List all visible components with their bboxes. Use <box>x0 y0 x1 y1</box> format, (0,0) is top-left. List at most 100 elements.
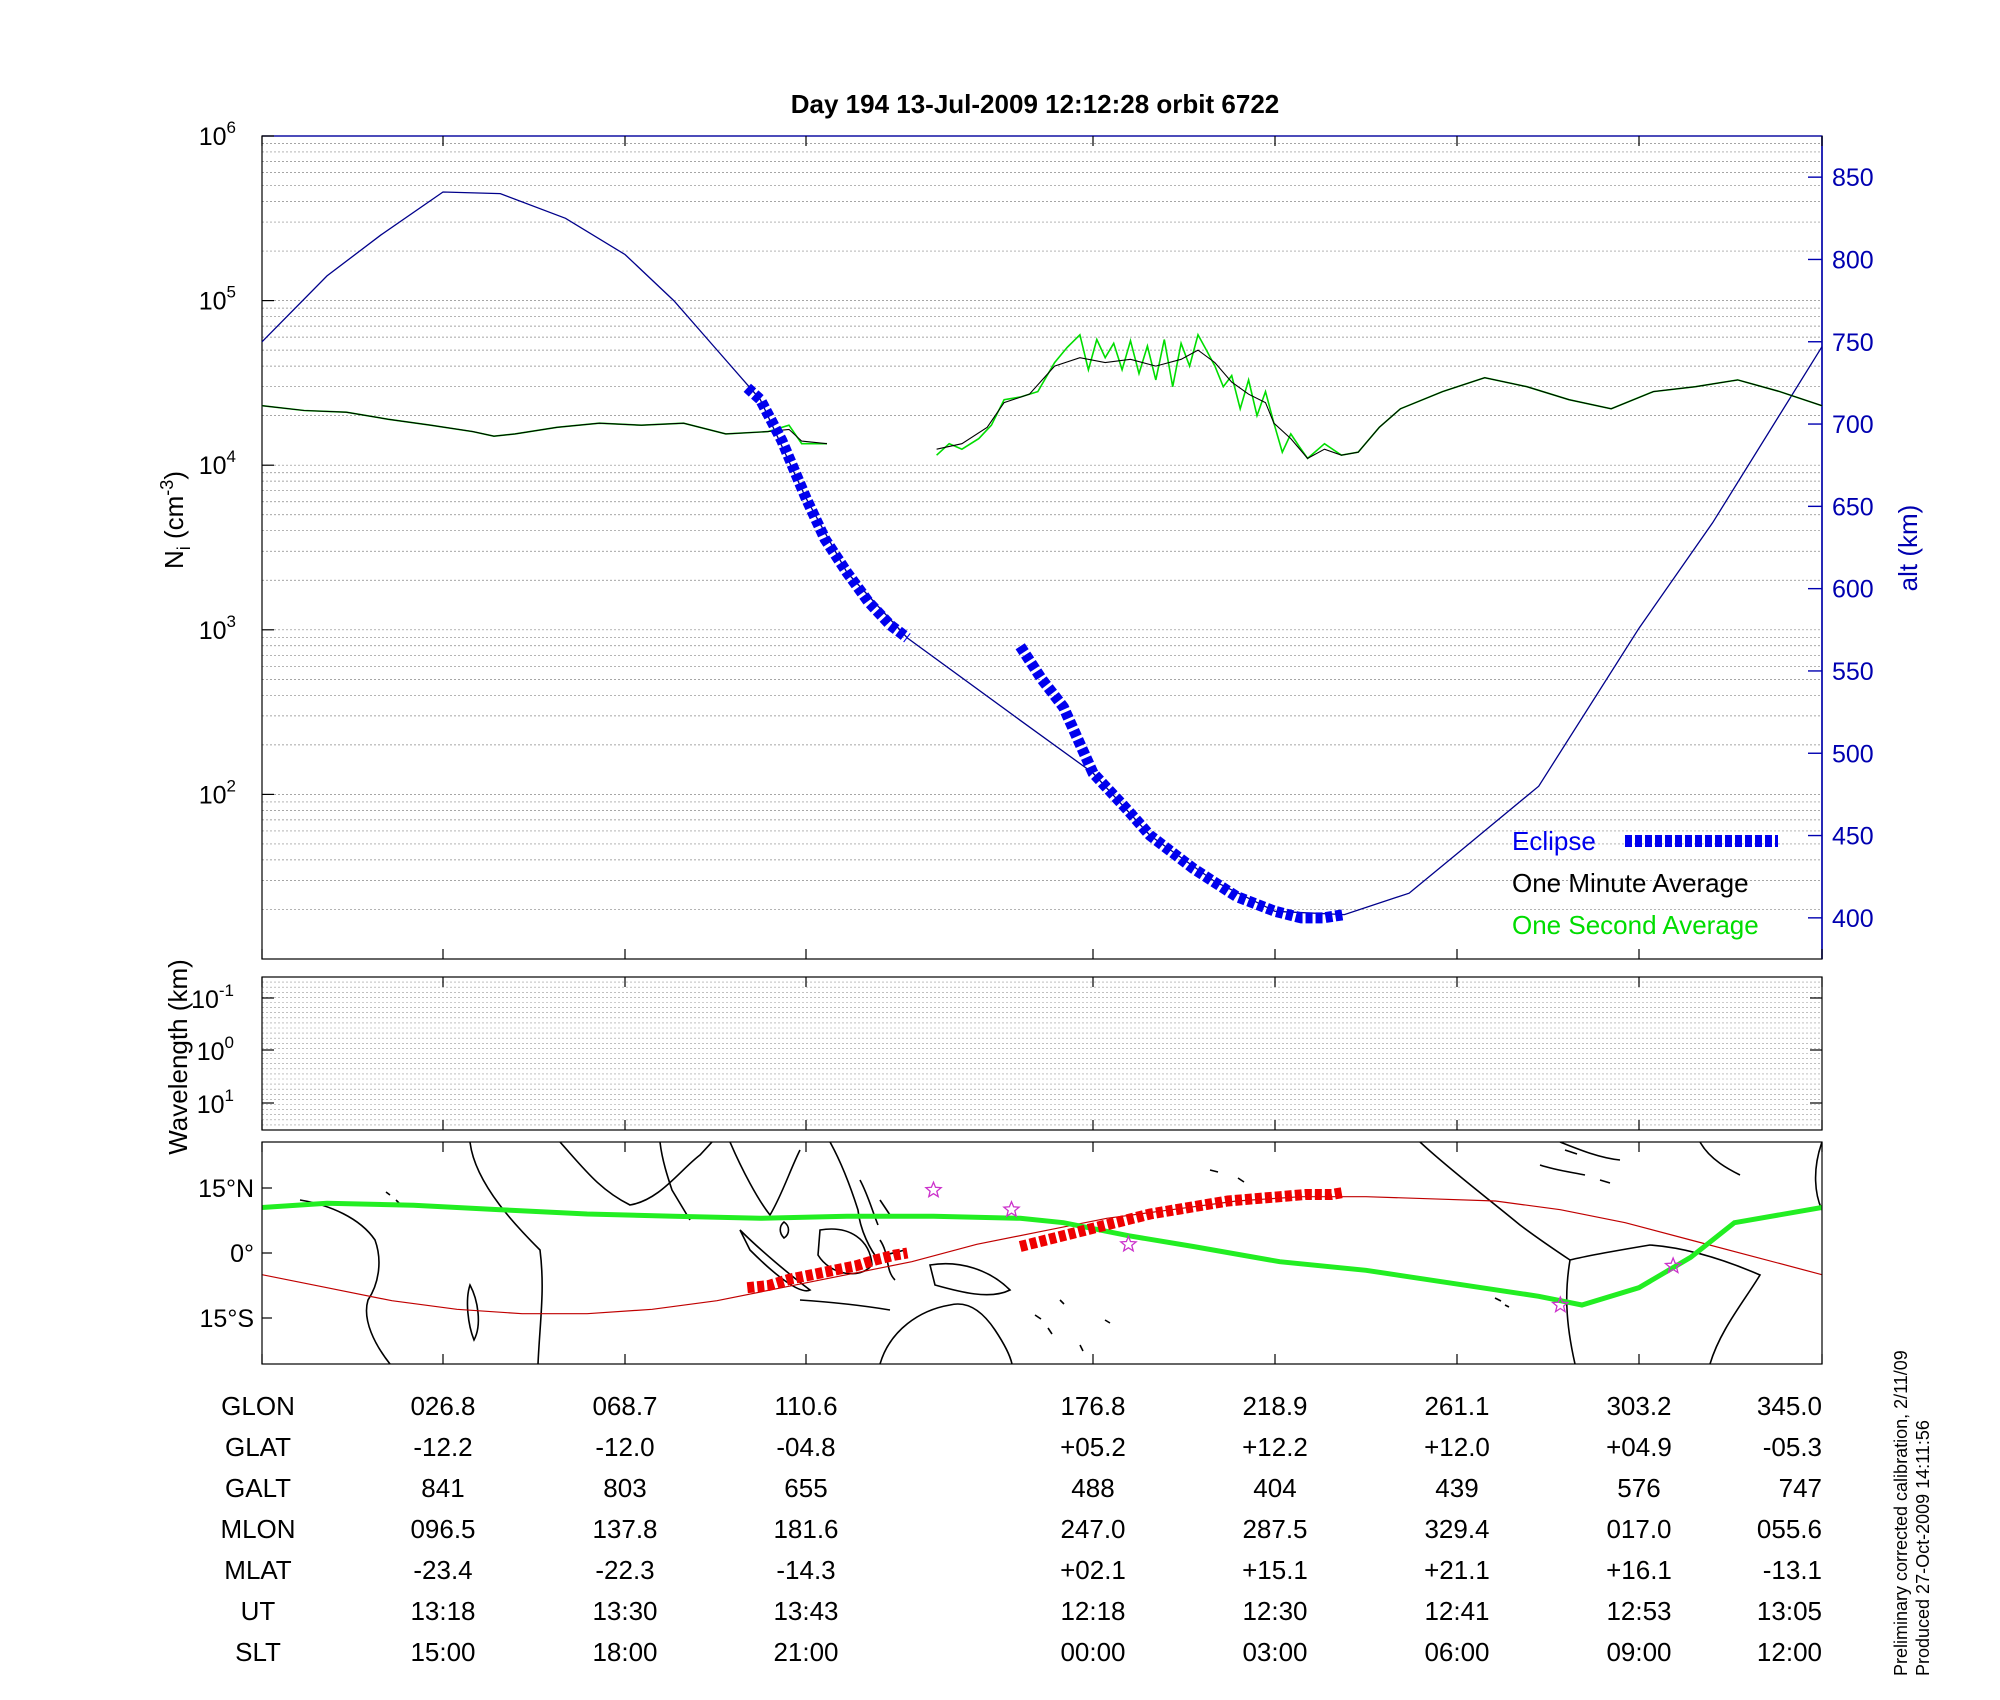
sulawesi <box>879 1239 906 1281</box>
table-cell: 068.7 <box>592 1391 657 1421</box>
legend-one-minute-label: One Minute Average <box>1512 868 1749 898</box>
comoros <box>385 1191 400 1204</box>
calibration-note: Preliminary corrected calibration, 2/11/… <box>1891 1350 1933 1676</box>
table-cell: 06:00 <box>1424 1637 1489 1667</box>
table-cell: +04.9 <box>1606 1432 1672 1462</box>
tick-base: 10 <box>199 781 227 809</box>
table-cell: +12.2 <box>1242 1432 1308 1462</box>
map-axes-frame <box>261 1141 1823 1365</box>
density-y-tick-label: 102 <box>199 776 236 809</box>
ylabel-sup: -3 <box>157 480 177 496</box>
table-cell: 12:30 <box>1242 1596 1307 1626</box>
table-cell: 13:43 <box>773 1596 838 1626</box>
density-y-tick-label: 106 <box>199 118 236 151</box>
tick-exp: -1 <box>219 981 234 1000</box>
table-cell: 09:00 <box>1606 1637 1671 1667</box>
australia-coast <box>879 1303 1013 1364</box>
table-cell: 576 <box>1617 1473 1660 1503</box>
table-cell: 488 <box>1071 1473 1114 1503</box>
coastlines <box>299 1142 1822 1364</box>
one-minute-line <box>261 405 828 445</box>
pacific-islands <box>1034 1169 1245 1352</box>
alt-y-tick-label: 500 <box>1832 740 1874 768</box>
table-cell: 12:00 <box>1757 1637 1822 1667</box>
legend-one-second-label: One Second Average <box>1512 910 1759 940</box>
density-y-tick-label: 105 <box>199 283 236 316</box>
star-marker <box>1119 1234 1138 1253</box>
wavelength-y-tick-label: 100 <box>197 1033 234 1066</box>
table-cell: +16.1 <box>1606 1555 1672 1585</box>
north-america-coast <box>1559 1142 1741 1176</box>
density-series <box>261 191 1823 924</box>
table-cell: 218.9 <box>1242 1391 1307 1421</box>
table-cell: 303.2 <box>1606 1391 1671 1421</box>
ylabel-rest: (cm <box>159 496 189 547</box>
wavelength-axes-frame <box>261 976 1823 1131</box>
table-cell: 247.0 <box>1060 1514 1125 1544</box>
tick-base: 10 <box>191 986 219 1014</box>
star-marker <box>1663 1256 1683 1274</box>
table-cell: 329.4 <box>1424 1514 1489 1544</box>
table-row-label: MLAT <box>224 1555 292 1585</box>
table-cell: +05.2 <box>1060 1432 1126 1462</box>
table-cell: 404 <box>1253 1473 1296 1503</box>
table-cell: 18:00 <box>592 1637 657 1667</box>
alt-y-tick-label: 750 <box>1832 329 1874 357</box>
table-row-label: MLON <box>220 1514 295 1544</box>
table-row-label: SLT <box>235 1637 281 1667</box>
east-africa-coast <box>469 1142 543 1364</box>
orbit-info-table: GLON GLAT GALT MLON MLAT UT SLT 026.8 -12.2 841 09… <box>220 1391 1822 1667</box>
table-cell: 21:00 <box>773 1637 838 1667</box>
arabia-coast <box>659 1142 691 1221</box>
map-y-tick-label: 15°S <box>200 1305 254 1333</box>
alt-y-tick-label: 850 <box>1832 164 1874 192</box>
tick-exp: 2 <box>227 776 236 795</box>
table-row-label: GLAT <box>225 1432 291 1462</box>
table-cell: 439 <box>1435 1473 1478 1503</box>
tick-base: 10 <box>199 288 227 316</box>
table-cell: 181.6 <box>773 1514 838 1544</box>
table-cell: 803 <box>603 1473 646 1503</box>
table-cell: -22.3 <box>595 1555 654 1585</box>
star-marker <box>1002 1199 1021 1218</box>
one-minute-line <box>936 349 1823 460</box>
chart-title: Day 194 13-Jul-2009 12:12:28 orbit 6722 <box>791 89 1280 119</box>
table-cell: 13:05 <box>1757 1596 1822 1626</box>
table-cell: -23.4 <box>413 1555 472 1585</box>
eclipse-track-segment <box>1018 1186 1346 1252</box>
map-y-ticks: 15°N 0° 15°S <box>198 1175 272 1333</box>
alt-y-tick-label: 450 <box>1832 823 1874 851</box>
tick-base: 10 <box>197 1091 225 1119</box>
table-cell: -13.1 <box>1763 1555 1822 1585</box>
table-cell: 841 <box>421 1473 464 1503</box>
wavelength-x-ticks <box>261 977 1823 1130</box>
tick-exp: 1 <box>225 1086 234 1105</box>
table-cell: +21.1 <box>1424 1555 1490 1585</box>
map-x-ticks <box>261 1142 1823 1364</box>
legend-eclipse-label: Eclipse <box>1512 826 1596 856</box>
legend: Eclipse One Minute Average One Second Av… <box>1512 826 1778 940</box>
table-cell: 287.5 <box>1242 1514 1307 1544</box>
eclipse-segment <box>1015 643 1346 924</box>
alt-ylabel: alt (km) <box>1893 505 1923 592</box>
table-cell: -14.3 <box>776 1555 835 1585</box>
density-y-tick-label: 103 <box>199 612 236 645</box>
alt-y-ticks: 850 800 750 700 650 600 550 500 450 400 <box>1808 164 1874 933</box>
table-cell: 055.6 <box>1757 1514 1822 1544</box>
density-ylabel: Ni (cm-3) <box>157 471 194 569</box>
alt-y-tick-label: 600 <box>1832 576 1874 604</box>
eclipse-segment <box>743 383 911 643</box>
table-cell: +12.0 <box>1424 1432 1490 1462</box>
wavelength-y-tick-label: 10-1 <box>191 981 234 1014</box>
density-y-tick-label: 104 <box>199 447 236 480</box>
table-cell: 261.1 <box>1424 1391 1489 1421</box>
alt-y-tick-label: 400 <box>1832 905 1874 933</box>
wavelength-grid <box>262 976 1822 1131</box>
alt-y-tick-label: 550 <box>1832 658 1874 686</box>
tick-exp: 6 <box>227 118 236 137</box>
alt-y-tick-label: 800 <box>1832 246 1874 274</box>
magnetic-track-line <box>262 1200 1822 1308</box>
table-cell: -05.3 <box>1763 1432 1822 1462</box>
